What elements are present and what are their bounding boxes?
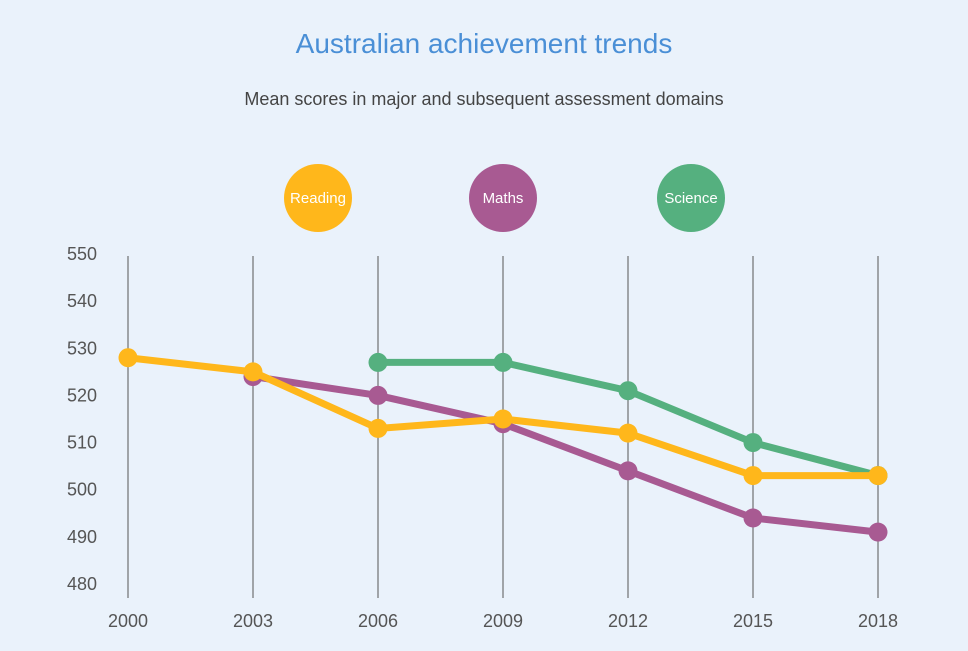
legend-maths[interactable]: Maths [469,164,537,232]
legend-reading[interactable]: Reading [284,164,352,232]
chart-title: Australian achievement trends [295,28,673,59]
chart-subtitle: Mean scores in major and subsequent asse… [244,89,724,109]
point-science-2012 [618,381,638,401]
point-reading-2003 [243,362,263,382]
point-reading-2015 [743,466,763,486]
x-tick-label: 2015 [733,611,773,631]
x-tick-label: 2003 [233,611,273,631]
y-tick-label: 550 [67,244,97,264]
point-reading-2012 [618,423,638,443]
point-maths-2018 [868,522,888,542]
point-maths-2012 [618,461,638,481]
y-tick-label: 490 [67,527,97,547]
series-line-maths [249,373,882,536]
y-tick-label: 510 [67,433,97,453]
y-tick-label: 530 [67,338,97,358]
x-tick-label: 2000 [108,611,148,631]
x-tick-label: 2009 [483,611,523,631]
point-reading-2006 [368,418,388,438]
point-science-2009 [493,352,513,372]
y-tick-label: 540 [67,291,97,311]
point-reading-2009 [493,409,513,429]
legend-science[interactable]: Science [657,164,725,232]
x-tick-label: 2018 [858,611,898,631]
point-science-2015 [743,433,763,453]
point-maths-2015 [743,508,763,528]
y-tick-label: 500 [67,480,97,500]
y-tick-label: 520 [67,385,97,405]
point-reading-2018 [868,466,888,486]
point-reading-2000 [118,348,138,368]
x-tick-label: 2012 [608,611,648,631]
point-maths-2006 [368,385,388,405]
x-tick-label: 2006 [358,611,398,631]
y-tick-label: 480 [67,574,97,594]
point-science-2006 [368,352,388,372]
